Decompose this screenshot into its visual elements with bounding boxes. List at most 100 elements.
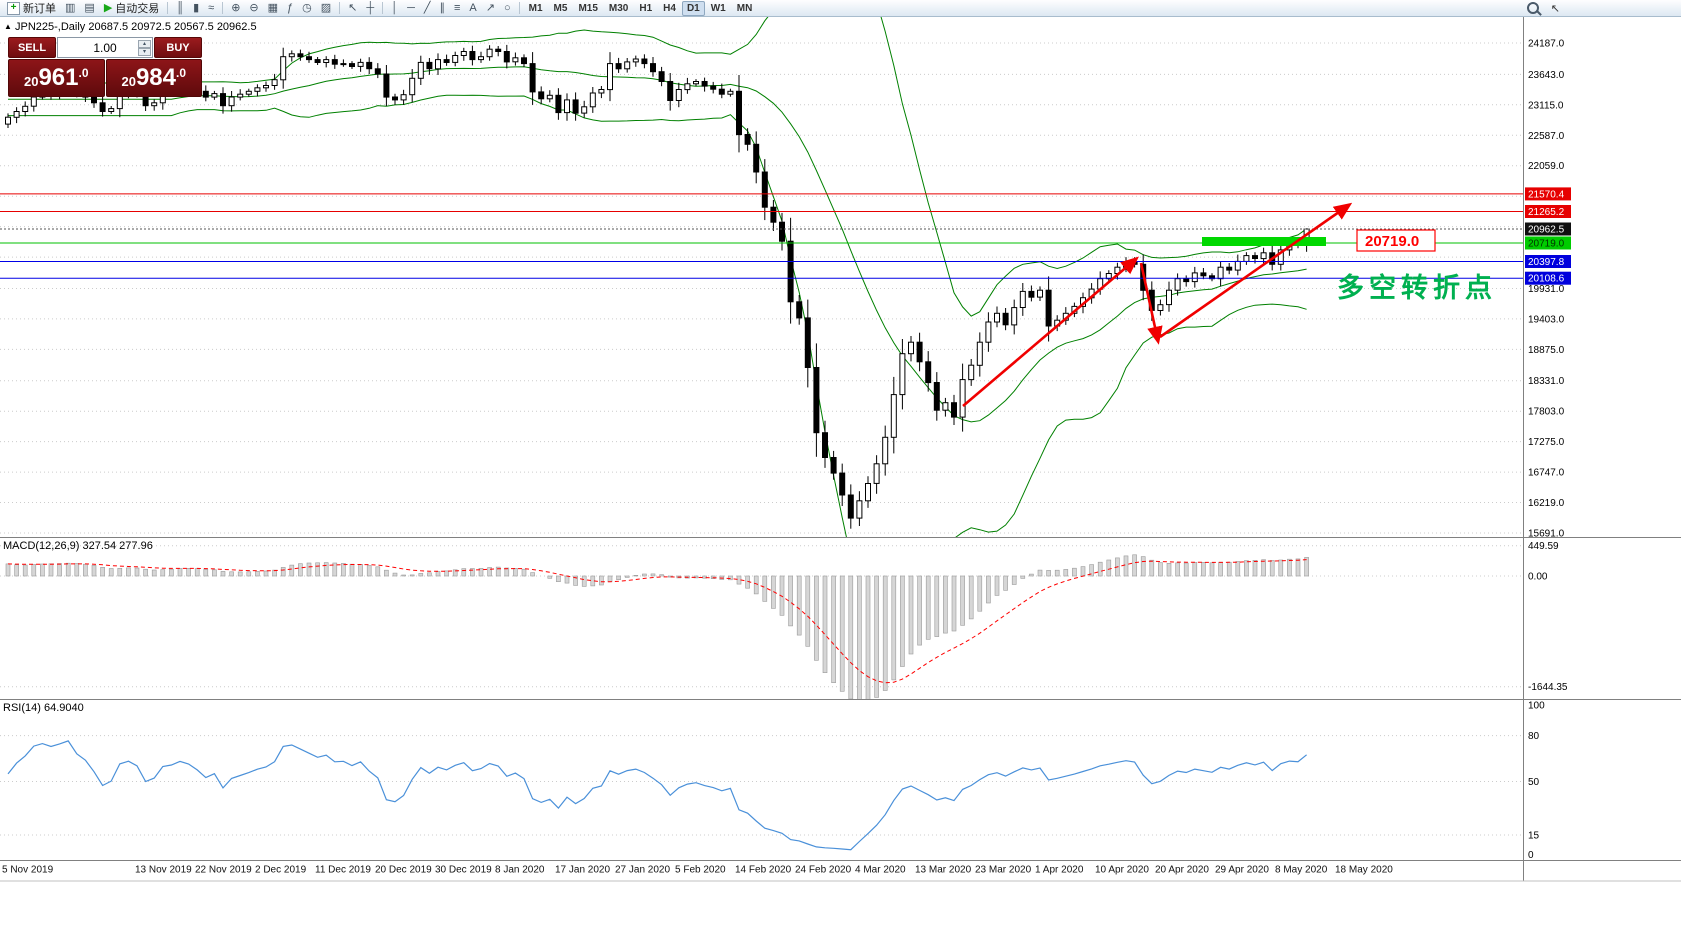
price-scale-label: 22587.0 [1528, 131, 1565, 142]
candle-body [323, 59, 330, 63]
equidistant-channel-icon[interactable]: ∥ [435, 0, 449, 17]
buy-button[interactable]: BUY [154, 37, 202, 58]
time-axis-label: 20 Apr 2020 [1155, 865, 1209, 876]
text-label-icon[interactable]: A [465, 0, 480, 17]
cursor-icon[interactable]: ↖ [344, 0, 361, 17]
candle-body [409, 77, 416, 96]
sell-price-display[interactable]: 20 961.0 [8, 59, 105, 97]
macd-histogram-bar [143, 568, 148, 577]
price-scale-label: 19403.0 [1528, 314, 1565, 325]
timeframe-h1[interactable]: H1 [639, 2, 653, 14]
timeframe-m30[interactable]: M30 [608, 2, 629, 14]
price-tag-label: 20962.5 [1528, 225, 1565, 236]
macd-histogram-bar [255, 571, 260, 577]
macd-histogram-bar [280, 567, 286, 577]
chart-ohlc-values: 20687.5 20972.5 20567.5 20962.5 [88, 21, 257, 33]
candle-body [374, 68, 381, 75]
macd-values: 327.54 277.96 [82, 540, 153, 552]
candle-body [1011, 307, 1018, 326]
macd-histogram-bar [1003, 575, 1008, 591]
macd-histogram-bar [1166, 562, 1172, 577]
candle-body [306, 56, 312, 61]
candle-body [1174, 278, 1181, 291]
time-axis-label: 2 Dec 2019 [255, 865, 307, 876]
auto-trading-icon: ▶ [103, 1, 113, 14]
macd-histogram-bar [22, 564, 28, 577]
charts-icon[interactable]: ▥ [61, 0, 79, 17]
timeframe-m1[interactable]: M1 [528, 2, 543, 14]
timeframe-m15[interactable]: M15 [578, 2, 598, 14]
macd-histogram-bar [581, 575, 587, 587]
time-axis-label: 20 Dec 2019 [375, 865, 432, 876]
crosshair-icon[interactable]: ┼ [362, 0, 378, 17]
macd-histogram-bar [564, 575, 570, 584]
templates-icon[interactable]: ▨ [317, 0, 335, 17]
price-tag [1525, 205, 1571, 218]
volume-field[interactable]: 1.00 ▴ ▾ [57, 37, 153, 58]
macd-histogram-bar [1226, 561, 1232, 577]
vertical-line-icon[interactable]: │ [387, 0, 402, 17]
macd-histogram-bar [624, 575, 630, 578]
periods-icon[interactable]: ◷ [298, 0, 316, 17]
volume-decrease-button[interactable]: ▾ [138, 47, 151, 56]
trend-arrow[interactable] [962, 256, 1139, 407]
timeframe-h4[interactable]: H4 [663, 2, 676, 14]
timeframe-d1[interactable]: D1 [681, 0, 705, 16]
tile-windows-icon[interactable]: ▦ [264, 0, 282, 17]
timeframe-m5[interactable]: M5 [553, 2, 568, 14]
line-chart-icon[interactable]: ≈ [204, 0, 218, 17]
auto-trading-button[interactable]: ▶ 自动交易 [100, 0, 163, 17]
time-axis-label: 13 Nov 2019 [135, 865, 192, 876]
candle-body [1166, 289, 1172, 306]
trend-arrow[interactable] [1159, 202, 1353, 339]
macd-histogram-bar [14, 564, 19, 577]
candle-body [968, 364, 975, 381]
price-scale-label: 16219.0 [1528, 498, 1565, 509]
pointer-icon[interactable]: ↖ [1550, 2, 1560, 15]
macd-histogram-bar [435, 571, 441, 577]
new-order-button[interactable]: + 新订单 [3, 0, 60, 17]
price-tag-label: 20397.8 [1528, 257, 1565, 268]
trend-arrow[interactable] [1139, 262, 1163, 345]
macd-histogram-bar [1304, 557, 1309, 577]
fibonacci-icon[interactable]: ≡ [450, 0, 464, 17]
bar-chart-icon[interactable]: ║ [172, 0, 188, 17]
candlestick-chart-icon[interactable]: ▮ [189, 0, 203, 17]
highlight-rectangle[interactable] [1202, 237, 1326, 246]
zoom-out-icon: ⊖ [249, 1, 259, 14]
candle-body [847, 494, 854, 519]
trendline-icon[interactable]: ╱ [420, 0, 435, 17]
time-axis-label: 4 Mar 2020 [855, 865, 906, 876]
buy-price-prefix: 20 [121, 74, 136, 89]
zoom-out-icon[interactable]: ⊖ [245, 0, 262, 17]
volume-value[interactable]: 1.00 [93, 40, 117, 55]
profiles-icon: ▤ [84, 1, 95, 14]
zoom-in-icon[interactable]: ⊕ [227, 0, 244, 17]
macd-histogram-bar [857, 575, 862, 700]
macd-histogram-bar [1295, 558, 1301, 577]
volume-increase-button[interactable]: ▴ [138, 39, 151, 48]
profiles-icon[interactable]: ▤ [80, 0, 98, 17]
search-icon[interactable] [1526, 2, 1539, 14]
timeframe-w1[interactable]: W1 [710, 2, 726, 14]
macd-histogram-bar [100, 566, 105, 577]
timeframe-mn[interactable]: MN [736, 2, 753, 14]
shapes-icon[interactable]: ○ [500, 0, 515, 17]
buy-price-display[interactable]: 20 984.0 [105, 59, 202, 97]
macd-histogram-bar [315, 562, 320, 577]
candle-body [865, 483, 871, 502]
indicators-icon[interactable]: ƒ [283, 0, 297, 17]
horizontal-line-icon[interactable]: ─ [403, 0, 419, 17]
time-scale-area[interactable] [0, 861, 1524, 881]
pivot-price-label-box[interactable] [1356, 229, 1436, 252]
rsi-scale-label: 50 [1528, 777, 1540, 788]
macd-histogram-bar [1244, 560, 1249, 577]
sell-button[interactable]: SELL [8, 37, 56, 58]
toolbar: + 新订单 ▥ ▤ ▶ 自动交易 ║ ▮ ≈ ⊕ ⊖ ▦ ƒ ◷ ▨ ↖ ┼ │ ─ ╱ ∥ ≡ A ↗ ○ M1 M5 M15 M30… [0, 0, 1681, 17]
buy-price-decimal: .0 [176, 66, 187, 80]
sell-price-decimal: .0 [78, 66, 89, 80]
price-scale-area[interactable] [1524, 17, 1681, 881]
arrows-icon[interactable]: ↗ [482, 0, 499, 17]
candle-body [288, 53, 295, 58]
